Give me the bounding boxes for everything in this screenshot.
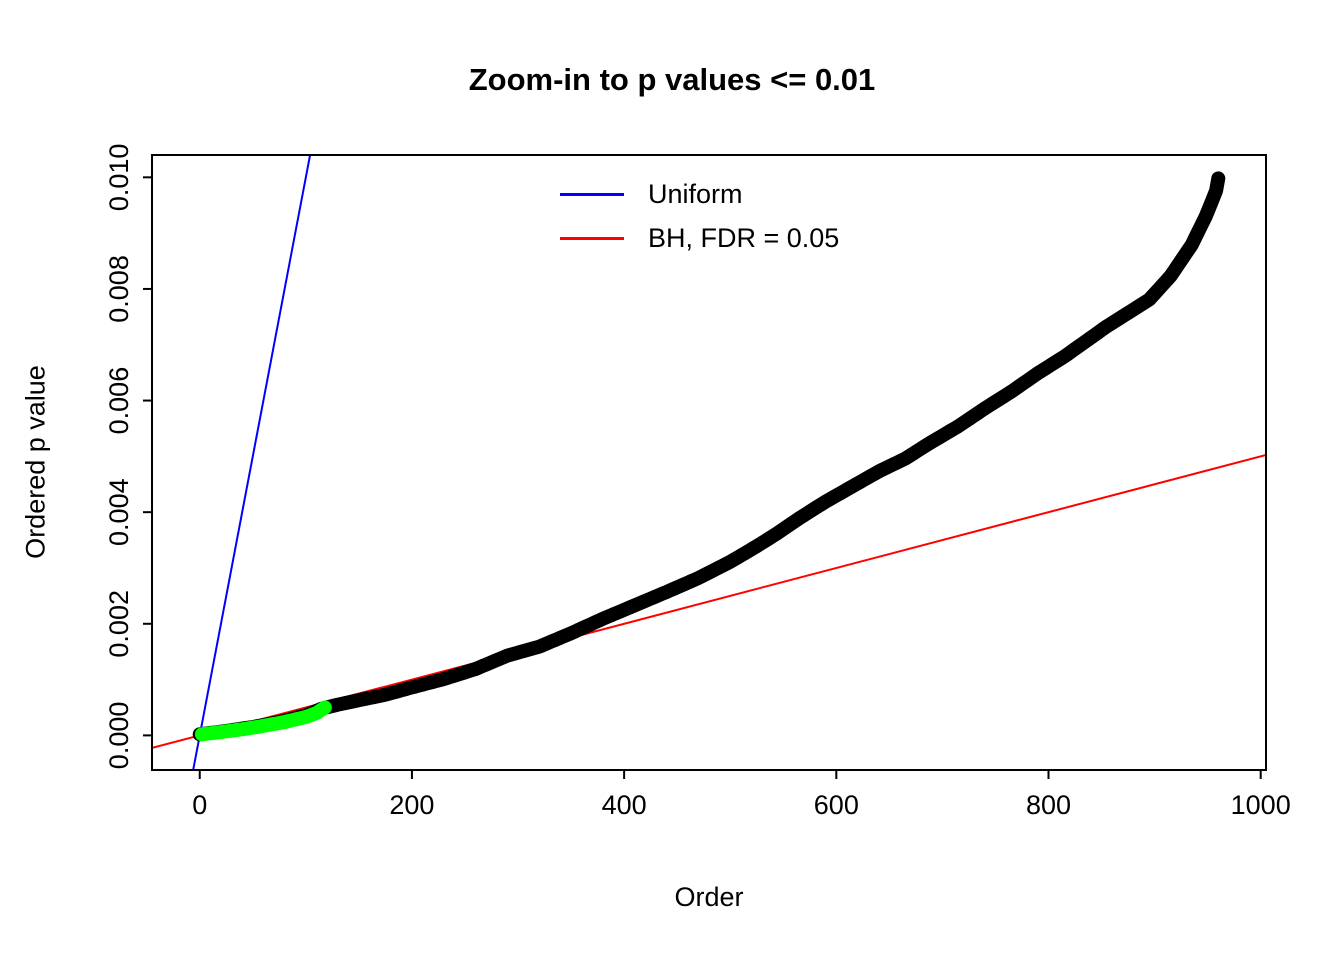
x-tick-label: 400 bbox=[602, 790, 647, 820]
reference-line-uniform bbox=[192, 155, 312, 770]
y-tick-label: 0.004 bbox=[104, 478, 134, 546]
x-tick-label: 1000 bbox=[1231, 790, 1291, 820]
legend-label: Uniform bbox=[648, 178, 743, 209]
series-bh-significant bbox=[194, 700, 332, 742]
x-axis-ticks: 0 200 400 600 800 1000 bbox=[192, 770, 1291, 820]
y-tick-label: 0.006 bbox=[104, 367, 134, 435]
legend-entry-uniform: Uniform bbox=[560, 172, 839, 216]
x-axis-title: Order bbox=[674, 882, 744, 912]
y-axis-ticks: 0.000 0.002 0.004 0.006 0.008 0.010 bbox=[104, 144, 152, 770]
legend-line-swatch-bh bbox=[560, 236, 624, 240]
x-tick-label: 0 bbox=[192, 790, 207, 820]
plot-area bbox=[152, 155, 1266, 770]
series-ordered-p-values bbox=[192, 171, 1226, 742]
y-tick-label: 0.002 bbox=[104, 590, 134, 658]
x-tick-label: 600 bbox=[814, 790, 859, 820]
x-tick-label: 200 bbox=[389, 790, 434, 820]
chart-title: Zoom-in to p values <= 0.01 bbox=[468, 62, 876, 97]
y-tick-label: 0.010 bbox=[104, 144, 134, 212]
legend-line-swatch-uniform bbox=[560, 192, 624, 196]
y-tick-label: 0.000 bbox=[104, 702, 134, 770]
plot-border bbox=[151, 154, 1267, 771]
legend-label: BH, FDR = 0.05 bbox=[648, 222, 840, 253]
y-tick-label: 0.008 bbox=[104, 255, 134, 323]
legend-entry-bh: BH, FDR = 0.05 bbox=[560, 216, 839, 260]
legend: Uniform BH, FDR = 0.05 bbox=[560, 172, 839, 260]
x-tick-label: 800 bbox=[1026, 790, 1071, 820]
y-axis-title: Ordered p value bbox=[20, 365, 51, 559]
